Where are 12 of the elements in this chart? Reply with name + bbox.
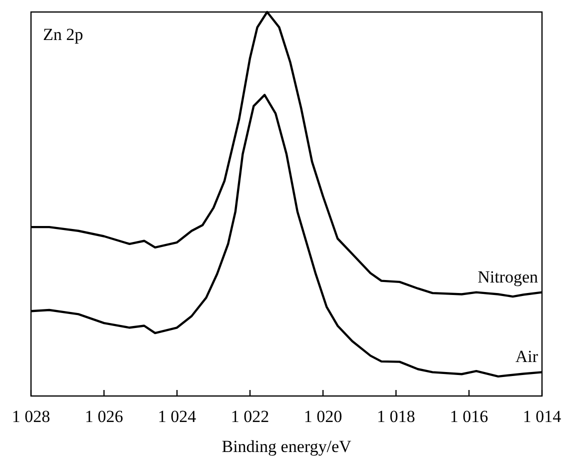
text: Zn 2p bbox=[43, 25, 84, 44]
series-label: Air bbox=[515, 347, 538, 366]
x-tick-label: 1 028 bbox=[12, 407, 50, 426]
x-tick-label: 1 020 bbox=[304, 407, 342, 426]
series-label: Nitrogen bbox=[478, 267, 538, 286]
x-tick-label: 1 026 bbox=[84, 407, 124, 426]
x-tick-label: 1 022 bbox=[230, 407, 270, 426]
x-tick-label: 1 016 bbox=[450, 407, 488, 426]
x-tick-label: 1 024 bbox=[158, 407, 197, 426]
x-tick-label: 1 014 bbox=[522, 407, 562, 426]
x-axis-title: Binding energy/eV bbox=[222, 437, 352, 456]
x-tick-label: 1 018 bbox=[376, 407, 416, 426]
